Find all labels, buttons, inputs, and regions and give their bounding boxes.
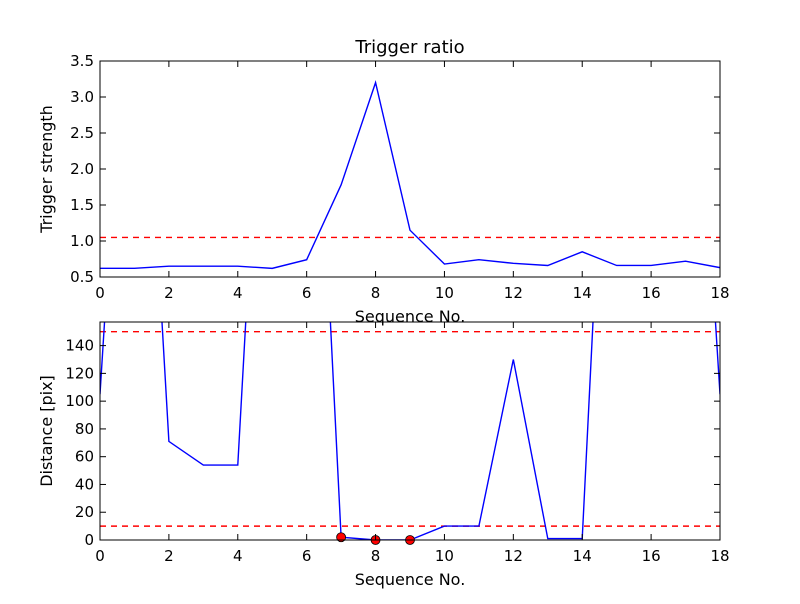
y-tick-label: 1.0 (70, 232, 94, 250)
x-tick-label: 4 (233, 547, 243, 565)
x-tick-label: 2 (164, 284, 174, 302)
y-axis-label: Trigger strength (37, 105, 56, 234)
y-tick-label: 1.5 (70, 196, 94, 214)
x-tick-label: 4 (233, 284, 243, 302)
y-tick-label: 0 (84, 531, 94, 549)
x-tick-label: 0 (95, 547, 105, 565)
y-tick-label: 140 (65, 337, 94, 355)
x-tick-label: 14 (573, 547, 592, 565)
y-tick-label: 3.5 (70, 52, 94, 70)
series-line (100, 80, 720, 270)
plot-frame (99, 321, 721, 541)
x-tick-label: 16 (642, 547, 661, 565)
x-tick-label: 6 (302, 547, 312, 565)
series-line (100, 322, 720, 540)
trigger-ratio-chart: 0 2 4 6 8 10 12 14 16 18 0.5 1.0 1.5 2.0 2.5 3.0 3.5 Trig… (37, 37, 730, 326)
distance-chart: 0 2 4 6 8 10 12 14 16 18 0 20 40 60 80 100 120 140 Sequenc… (37, 321, 730, 589)
y-tick-label: 2.5 (70, 124, 94, 142)
x-tick-label: 18 (710, 547, 729, 565)
x-tick-label: 8 (371, 284, 381, 302)
y-tick-label: 2.0 (70, 160, 94, 178)
x-tick-label: 10 (435, 284, 454, 302)
y-tick-label: 80 (75, 420, 94, 438)
x-axis-label: Sequence No. (355, 307, 466, 326)
x-tick-label: 2 (164, 547, 174, 565)
y-tick-label: 100 (65, 392, 94, 410)
y-tick-label: 60 (75, 448, 94, 466)
x-tick-label: 14 (573, 284, 592, 302)
x-tick-label: 18 (710, 284, 729, 302)
x-tick-label: 6 (302, 284, 312, 302)
chart-title: Trigger ratio (354, 37, 464, 58)
x-tick-label: 12 (504, 547, 523, 565)
plot-frame (99, 60, 721, 278)
y-tick-label: 20 (75, 503, 94, 521)
y-tick-label: 40 (75, 475, 94, 493)
x-tick-label: 12 (504, 284, 523, 302)
y-tick-label: 120 (65, 364, 94, 382)
y-tick-label: 3.0 (70, 88, 94, 106)
y-axis-label: Distance [pix] (37, 375, 56, 487)
x-tick-label: 10 (435, 547, 454, 565)
x-tick-label: 16 (642, 284, 661, 302)
x-tick-label: 8 (371, 547, 381, 565)
x-axis-label: Sequence No. (355, 570, 466, 589)
x-tick-label: 0 (95, 284, 105, 302)
highlight-marker (336, 532, 347, 543)
y-tick-label: 0.5 (70, 268, 94, 286)
